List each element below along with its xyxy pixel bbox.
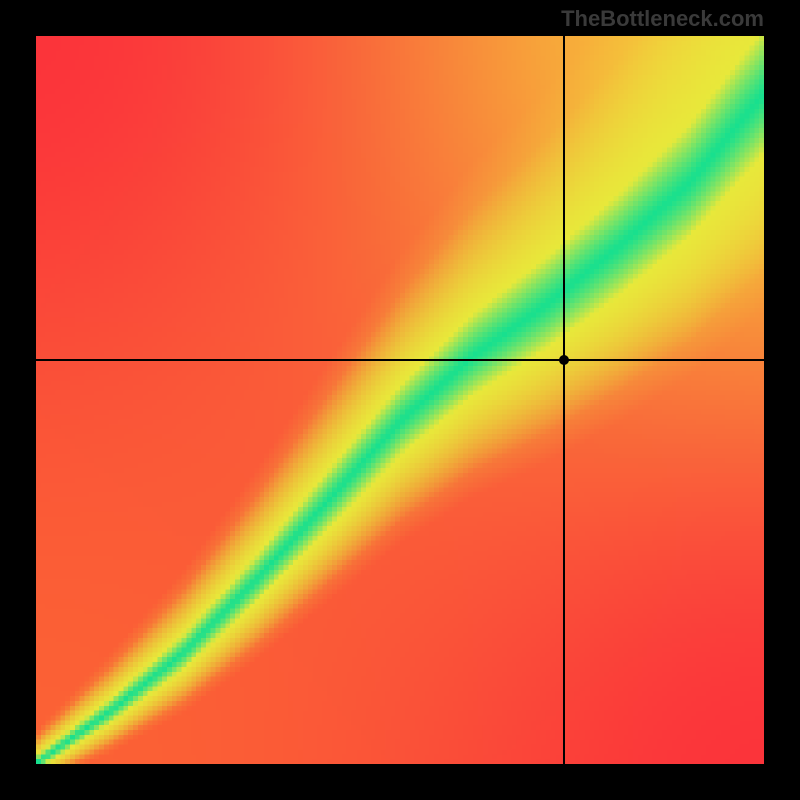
crosshair-vertical: [563, 36, 565, 764]
watermark-text: TheBottleneck.com: [561, 6, 764, 32]
crosshair-horizontal: [36, 359, 764, 361]
chart-container: TheBottleneck.com: [0, 0, 800, 800]
crosshair-marker: [559, 355, 569, 365]
heatmap-canvas: [36, 36, 764, 764]
